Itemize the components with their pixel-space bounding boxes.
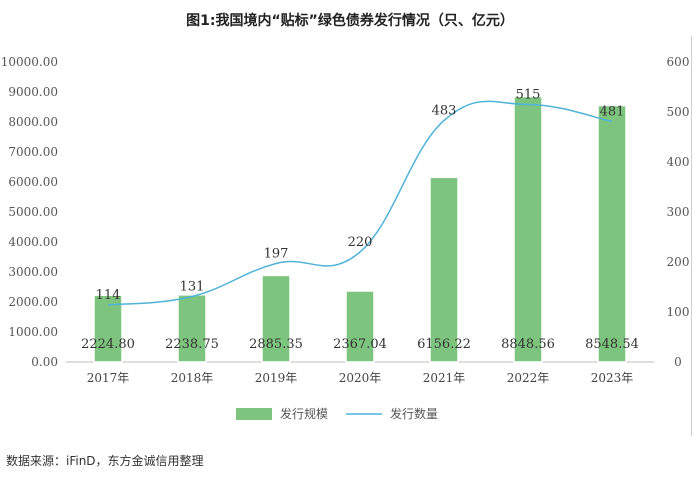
y-right-tick-label: 300	[667, 205, 690, 219]
y-left-tick-label: 9000.00	[8, 85, 58, 99]
bar-value-label: 2224.80	[81, 337, 135, 352]
y-left-tick-label: 4000.00	[8, 235, 58, 249]
bar	[429, 176, 459, 363]
line-value-label: 131	[180, 280, 205, 295]
x-tick-label: 2023年	[591, 371, 634, 385]
source-note: 数据来源：iFinD，东方金诚信用整理	[6, 454, 204, 468]
y-left-tick-label: 5000.00	[8, 205, 58, 219]
bar-value-label: 2367.04	[333, 337, 387, 352]
x-tick-label: 2019年	[255, 371, 298, 385]
bar	[597, 104, 627, 363]
line-value-label: 220	[348, 235, 373, 250]
bar	[261, 274, 291, 363]
legend-bar-label: 发行规模	[280, 406, 328, 421]
line-path	[107, 100, 613, 306]
y-right-tick-label: 100	[667, 305, 690, 319]
data-labels: 2224.80 2238.75 2885.35 2367.04 6156.22 8848.…	[81, 88, 639, 353]
y-left-tick-label: 2000.00	[8, 295, 58, 309]
right-border	[691, 36, 692, 436]
chart: 0.00 1000.00 2000.00 3000.00 4000.00 5000.00 6…	[1, 55, 690, 421]
bar-value-label: 8848.56	[501, 337, 555, 352]
line-value-label: 114	[96, 288, 121, 303]
bar	[177, 294, 207, 363]
legend-bar-swatch	[236, 408, 272, 420]
y-left-tick-label: 3000.00	[8, 265, 58, 279]
x-tick-label: 2020年	[339, 371, 382, 385]
bars	[93, 95, 627, 363]
bar	[513, 95, 543, 363]
chart-title: 图1:我国境内“贴标”绿色债券发行情况（只、亿元）	[186, 13, 514, 29]
line-series	[107, 100, 613, 306]
y-left-tick-label: 8000.00	[8, 115, 58, 129]
y-left-tick-label: 0.00	[31, 355, 58, 369]
bar-value-label: 2885.35	[249, 337, 303, 352]
bar-value-label: 2238.75	[165, 337, 219, 352]
bar-value-label: 8548.54	[585, 337, 639, 352]
legend-line-label: 发行数量	[390, 406, 438, 421]
y-right-tick-label: 200	[667, 255, 690, 269]
legend: 发行规模 发行数量	[236, 406, 438, 421]
line-value-label: 197	[264, 247, 289, 262]
axes: 0.00 1000.00 2000.00 3000.00 4000.00 5000.00 6…	[1, 55, 690, 385]
bar	[345, 290, 375, 363]
x-tick-label: 2022年	[507, 371, 550, 385]
x-tick-label: 2021年	[423, 371, 466, 385]
y-right-tick-label: 500	[667, 105, 690, 119]
bar	[93, 294, 123, 363]
line-value-label: 481	[600, 105, 625, 120]
bar-value-label: 6156.22	[417, 337, 471, 352]
line-value-label: 515	[516, 88, 541, 103]
y-right-tick-label: 0	[674, 355, 682, 369]
y-right-tick-label: 400	[667, 155, 690, 169]
y-left-tick-label: 6000.00	[8, 175, 58, 189]
line-value-label: 483	[432, 104, 457, 119]
y-left-tick-label: 7000.00	[8, 145, 58, 159]
x-tick-label: 2017年	[87, 371, 130, 385]
y-right-tick-label: 600	[667, 55, 690, 69]
x-tick-label: 2018年	[171, 371, 214, 385]
y-left-tick-label: 10000.00	[1, 55, 58, 69]
y-left-tick-label: 1000.00	[8, 325, 58, 339]
